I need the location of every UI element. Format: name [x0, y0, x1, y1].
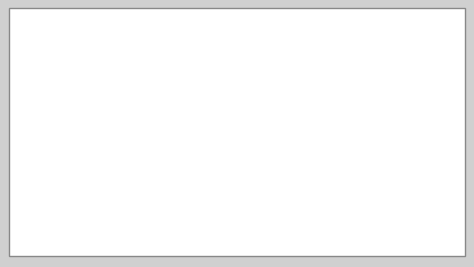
Bar [138, 97, 157, 144]
Circle shape [301, 117, 305, 122]
Text: Red: Red [259, 108, 275, 117]
Text: (OR PRIMARY SIDE OF
MAGNETIC LOW-VOLTAGE
TRANSFORMER): (OR PRIMARY SIDE OF MAGNETIC LOW-VOLTAGE… [367, 64, 465, 84]
Text: Wiring Diagram 2 - Two Location Control Application: Wiring Diagram 2 - Two Location Control … [85, 35, 374, 45]
Text: Black: Black [252, 130, 275, 139]
Circle shape [154, 150, 160, 157]
Text: Common
Terminal
(Black Screw): Common Terminal (Black Screw) [56, 59, 108, 89]
Text: Black: Black [371, 108, 393, 117]
Circle shape [279, 152, 284, 158]
Text: Dimmer: Dimmer [269, 78, 312, 88]
Bar [134, 171, 162, 200]
Circle shape [154, 104, 160, 111]
Text: Line
120VAC, 60Hz: Line 120VAC, 60Hz [56, 159, 115, 179]
Text: Hot (Black): Hot (Black) [56, 113, 103, 122]
Text: Green
Ground: Green Ground [279, 179, 308, 198]
Circle shape [341, 110, 395, 164]
Circle shape [277, 135, 282, 139]
Circle shape [287, 101, 294, 109]
Text: 3-Way Switch: 3-Way Switch [125, 78, 199, 88]
Bar [280, 115, 303, 151]
Circle shape [135, 104, 142, 111]
Bar [134, 100, 162, 161]
Text: Green
Ground: Green Ground [136, 180, 164, 200]
Bar [277, 100, 306, 161]
Circle shape [277, 117, 282, 122]
Text: Blue: Blue [309, 108, 328, 117]
Circle shape [135, 150, 142, 157]
Text: Load: Load [356, 132, 380, 142]
Text: Neutral (White): Neutral (White) [56, 217, 121, 226]
Circle shape [301, 135, 305, 139]
Text: White: White [371, 184, 395, 193]
Circle shape [298, 152, 304, 158]
